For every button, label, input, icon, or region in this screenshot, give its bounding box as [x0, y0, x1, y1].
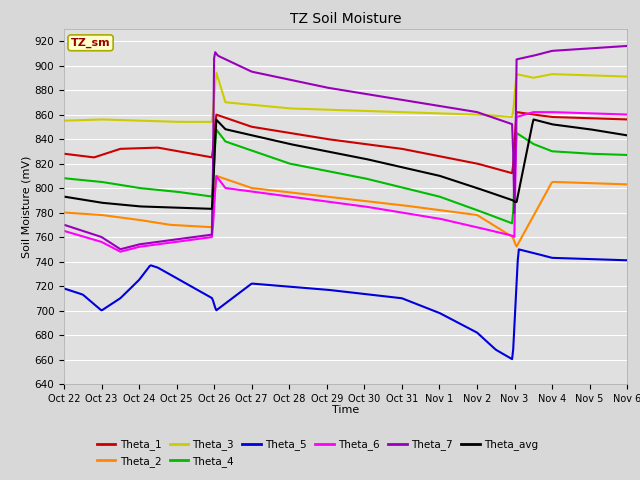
Theta_3 [612, 73, 620, 79]
Theta_avg [208, 206, 216, 212]
Line: Theta_1: Theta_1 [64, 112, 627, 173]
Theta_2 [513, 244, 520, 250]
Theta_2 [366, 199, 374, 204]
Theta_6 [329, 199, 337, 205]
Theta_avg [329, 150, 337, 156]
Theta_avg [332, 150, 340, 156]
Theta_4 [397, 184, 404, 190]
Theta_7 [329, 85, 337, 91]
Theta_1 [365, 142, 372, 147]
Theta_6 [523, 111, 531, 117]
Theta_7 [116, 246, 124, 252]
Theta_5 [508, 356, 516, 362]
Theta_4 [623, 152, 631, 158]
Theta_4 [60, 175, 68, 181]
Line: Theta_7: Theta_7 [64, 46, 627, 249]
Theta_avg [397, 164, 404, 170]
Theta_7 [523, 54, 531, 60]
Theta_avg [530, 117, 538, 122]
Theta_4 [524, 137, 532, 143]
Theta_2 [623, 181, 631, 187]
Theta_7 [623, 43, 631, 49]
Theta_5 [396, 295, 403, 301]
Theta_2 [612, 181, 620, 187]
Theta_1 [508, 170, 516, 176]
Theta_2 [60, 210, 68, 216]
Title: TZ Soil Moisture: TZ Soil Moisture [290, 12, 401, 26]
Theta_avg [612, 131, 620, 136]
Theta_3 [397, 109, 405, 115]
Theta_1 [328, 137, 335, 143]
Theta_7 [397, 96, 404, 102]
Theta_avg [60, 194, 68, 200]
Theta_5 [328, 288, 335, 293]
Y-axis label: Soil Moisture (mV): Soil Moisture (mV) [22, 155, 32, 258]
Theta_2 [524, 223, 532, 229]
Theta_6 [60, 228, 68, 234]
Theta_2 [332, 195, 340, 201]
Theta_1 [524, 111, 532, 117]
Theta_6 [366, 204, 374, 210]
Legend: Theta_1, Theta_2, Theta_3, Theta_4, Theta_5, Theta_6, Theta_7, Theta_avg: Theta_1, Theta_2, Theta_3, Theta_4, Thet… [93, 435, 542, 471]
Theta_3 [212, 70, 220, 75]
Theta_5 [612, 257, 620, 263]
Theta_7 [60, 222, 68, 228]
Theta_6 [623, 112, 631, 118]
Theta_4 [612, 152, 620, 157]
Theta_3 [173, 119, 180, 125]
Theta_1 [60, 151, 68, 156]
Theta_6 [530, 109, 538, 115]
Theta_3 [623, 74, 631, 80]
Line: Theta_2: Theta_2 [64, 176, 627, 247]
Line: Theta_5: Theta_5 [64, 250, 627, 359]
Theta_3 [367, 108, 375, 114]
Line: Theta_6: Theta_6 [64, 112, 627, 252]
Theta_2 [329, 194, 337, 200]
Theta_6 [116, 249, 124, 254]
Theta_4 [212, 127, 220, 132]
Theta_1 [396, 145, 403, 151]
Theta_7 [366, 92, 374, 97]
Theta_6 [612, 111, 620, 117]
Theta_1 [623, 117, 631, 122]
Theta_avg [366, 157, 374, 163]
Theta_1 [331, 137, 339, 143]
Theta_3 [524, 74, 532, 80]
Theta_3 [60, 118, 68, 123]
Theta_3 [333, 107, 341, 113]
Theta_4 [366, 177, 374, 182]
Line: Theta_4: Theta_4 [64, 130, 627, 223]
Theta_7 [332, 86, 340, 92]
Theta_3 [330, 107, 337, 113]
Theta_5 [623, 257, 631, 263]
X-axis label: Time: Time [332, 405, 359, 415]
Theta_4 [508, 220, 516, 226]
Theta_4 [329, 169, 337, 175]
Line: Theta_avg: Theta_avg [64, 120, 627, 209]
Theta_5 [365, 291, 372, 297]
Line: Theta_3: Theta_3 [64, 72, 627, 122]
Theta_6 [397, 209, 404, 215]
Theta_7 [611, 44, 619, 49]
Theta_2 [397, 202, 404, 208]
Theta_avg [623, 132, 631, 138]
Text: TZ_sm: TZ_sm [71, 37, 110, 48]
Theta_5 [60, 286, 68, 291]
Theta_1 [513, 109, 520, 115]
Theta_4 [332, 170, 340, 176]
Theta_6 [332, 200, 340, 205]
Theta_5 [524, 249, 532, 254]
Theta_avg [523, 149, 531, 155]
Theta_5 [515, 247, 523, 252]
Theta_2 [212, 173, 220, 179]
Theta_1 [612, 116, 620, 122]
Theta_5 [331, 288, 339, 293]
